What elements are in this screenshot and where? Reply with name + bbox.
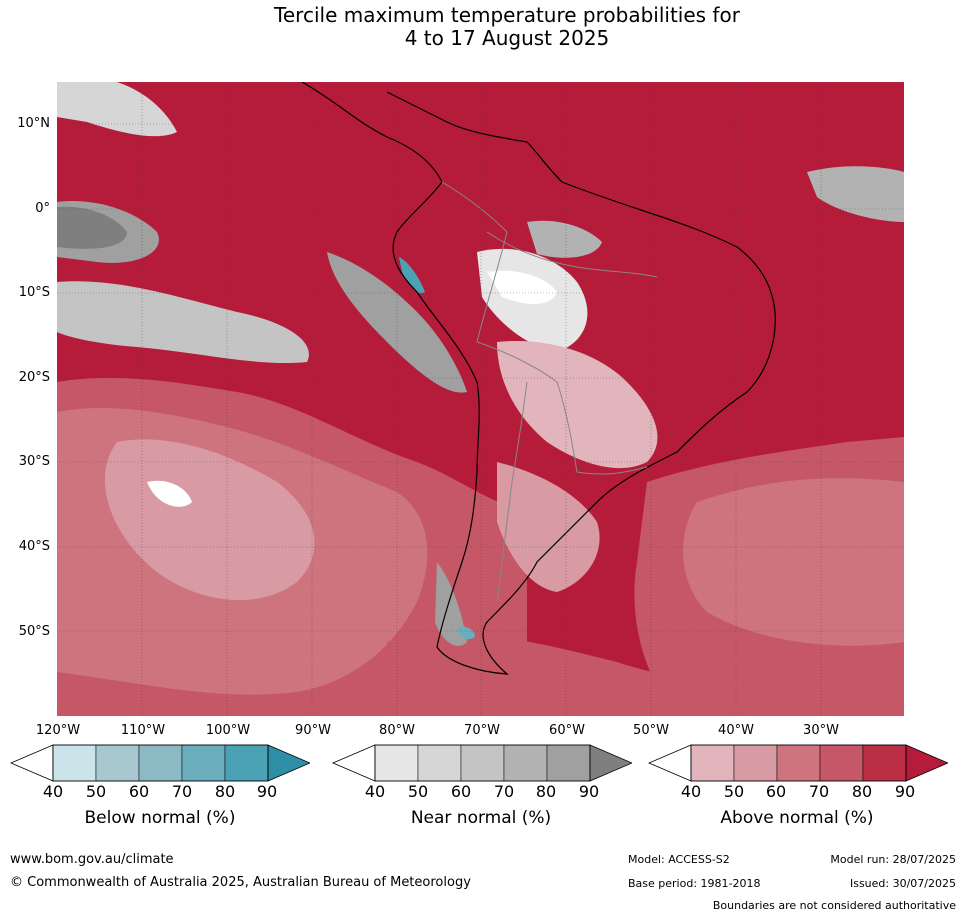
lon-label-50w: 50°W — [633, 723, 669, 738]
forecast-map — [57, 82, 904, 716]
near-colorbar-high-end — [589, 744, 632, 782]
above-colorbar-segment — [819, 744, 864, 782]
near-normal-amazon-grey — [527, 220, 602, 258]
map-gridlines — [57, 82, 904, 716]
above-normal-brazil-interior — [497, 341, 658, 469]
model-run-text: Model run: 28/07/2025 — [830, 853, 956, 866]
base-period-text: Base period: 1981-2018 — [628, 877, 761, 890]
above-tick-50: 50 — [723, 782, 745, 801]
near-colorbar-segment — [374, 744, 419, 782]
near-tick-40: 40 — [364, 782, 386, 801]
above-colorbar-segment — [690, 744, 735, 782]
near-normal-north-pacific — [57, 82, 177, 137]
lat-label-0: 0° — [35, 201, 50, 216]
near-normal-atlantic-north — [807, 166, 904, 222]
lon-label-40w: 40°W — [718, 723, 754, 738]
above-tick-70: 70 — [808, 782, 830, 801]
below-tick-90: 90 — [256, 782, 278, 801]
lat-label-30s: 30°S — [18, 454, 50, 469]
near-colorbar-low-end — [331, 744, 376, 782]
lat-label-10n: 10°N — [17, 116, 50, 131]
below-normal-title: Below normal (%) — [84, 808, 236, 828]
near-normal-east-pacific-dark — [57, 206, 127, 249]
website-link[interactable]: www.bom.gov.au/climate — [10, 852, 174, 867]
near-normal-title: Near normal (%) — [410, 808, 552, 828]
above-normal-south-atlantic-light — [683, 478, 904, 646]
below-tick-60: 60 — [128, 782, 150, 801]
near-tick-60: 60 — [450, 782, 472, 801]
above-colorbar-segment — [776, 744, 821, 782]
near-colorbar-segment — [546, 744, 591, 782]
below-colorbar-segment — [181, 744, 226, 782]
near-normal-pacific-band — [57, 281, 309, 364]
below-normal-patagonia-patch — [457, 626, 475, 640]
lon-label-110w: 110°W — [120, 723, 166, 738]
above-tick-80: 80 — [851, 782, 873, 801]
above-colorbar-segment — [862, 744, 907, 782]
map-title-line2: 4 to 17 August 2025 — [404, 26, 610, 50]
below-colorbar-segment — [52, 744, 97, 782]
above-normal-argentina — [497, 462, 600, 592]
country-borders — [441, 181, 658, 603]
lon-label-120w: 120°W — [35, 723, 81, 738]
boundaries-note: Boundaries are not considered authoritat… — [712, 899, 956, 912]
south-america-coastline — [301, 82, 776, 675]
below-tick-80: 80 — [214, 782, 236, 801]
lat-label-20s: 20°S — [18, 370, 50, 385]
near-colorbar-outline — [374, 744, 591, 782]
lat-label-40s: 40°S — [18, 539, 50, 554]
above-colorbar-outline — [690, 744, 907, 782]
lon-label-90w: 90°W — [295, 723, 331, 738]
white-patch-brazil — [487, 270, 557, 304]
lat-label-10s: 10°S — [18, 285, 50, 300]
above-colorbar-high-end — [905, 744, 948, 782]
lon-label-30w: 30°W — [803, 723, 839, 738]
above-colorbar-low-end — [647, 744, 692, 782]
map-title-line1: Tercile maximum temperature probabilitie… — [274, 3, 740, 27]
forecast-map-svg — [57, 82, 904, 716]
below-colorbar-segment — [224, 744, 269, 782]
lat-label-50s: 50°S — [18, 624, 50, 639]
below-tick-40: 40 — [42, 782, 64, 801]
above-colorbar-segment — [733, 744, 778, 782]
below-tick-50: 50 — [85, 782, 107, 801]
below-colorbar-low-end — [9, 744, 54, 782]
lon-label-70w: 70°W — [464, 723, 500, 738]
below-normal-colorbar — [9, 744, 310, 782]
below-colorbar-high-end — [267, 744, 310, 782]
model-text: Model: ACCESS-S2 — [628, 853, 730, 866]
near-tick-80: 80 — [535, 782, 557, 801]
below-colorbar-segment — [95, 744, 140, 782]
issued-text: Issued: 30/07/2025 — [849, 877, 956, 890]
above-normal-far-south — [387, 633, 904, 716]
near-tick-70: 70 — [493, 782, 515, 801]
below-colorbar-segment — [138, 744, 183, 782]
map-title: Tercile maximum temperature probabilitie… — [0, 4, 965, 50]
above-tick-90: 90 — [894, 782, 916, 801]
above-normal-south-pacific-pale — [104, 439, 315, 601]
lon-label-100w: 100°W — [205, 723, 251, 738]
near-colorbar-segment — [503, 744, 548, 782]
above-normal-colorbar — [647, 744, 948, 782]
near-colorbar-segment — [417, 744, 462, 782]
below-colorbar-outline — [52, 744, 269, 782]
near-normal-colorbar — [331, 744, 632, 782]
above-tick-40: 40 — [680, 782, 702, 801]
lon-label-60w: 60°W — [549, 723, 585, 738]
below-tick-70: 70 — [171, 782, 193, 801]
near-tick-50: 50 — [407, 782, 429, 801]
above-tick-60: 60 — [765, 782, 787, 801]
near-colorbar-segment — [460, 744, 505, 782]
near-tick-90: 90 — [578, 782, 600, 801]
below-normal-peru-patch — [399, 257, 425, 294]
above-normal-title: Above normal (%) — [720, 808, 874, 828]
lon-label-80w: 80°W — [379, 723, 415, 738]
white-patch-south-pacific — [147, 480, 192, 507]
copyright-text: © Commonwealth of Australia 2025, Austra… — [10, 875, 471, 890]
